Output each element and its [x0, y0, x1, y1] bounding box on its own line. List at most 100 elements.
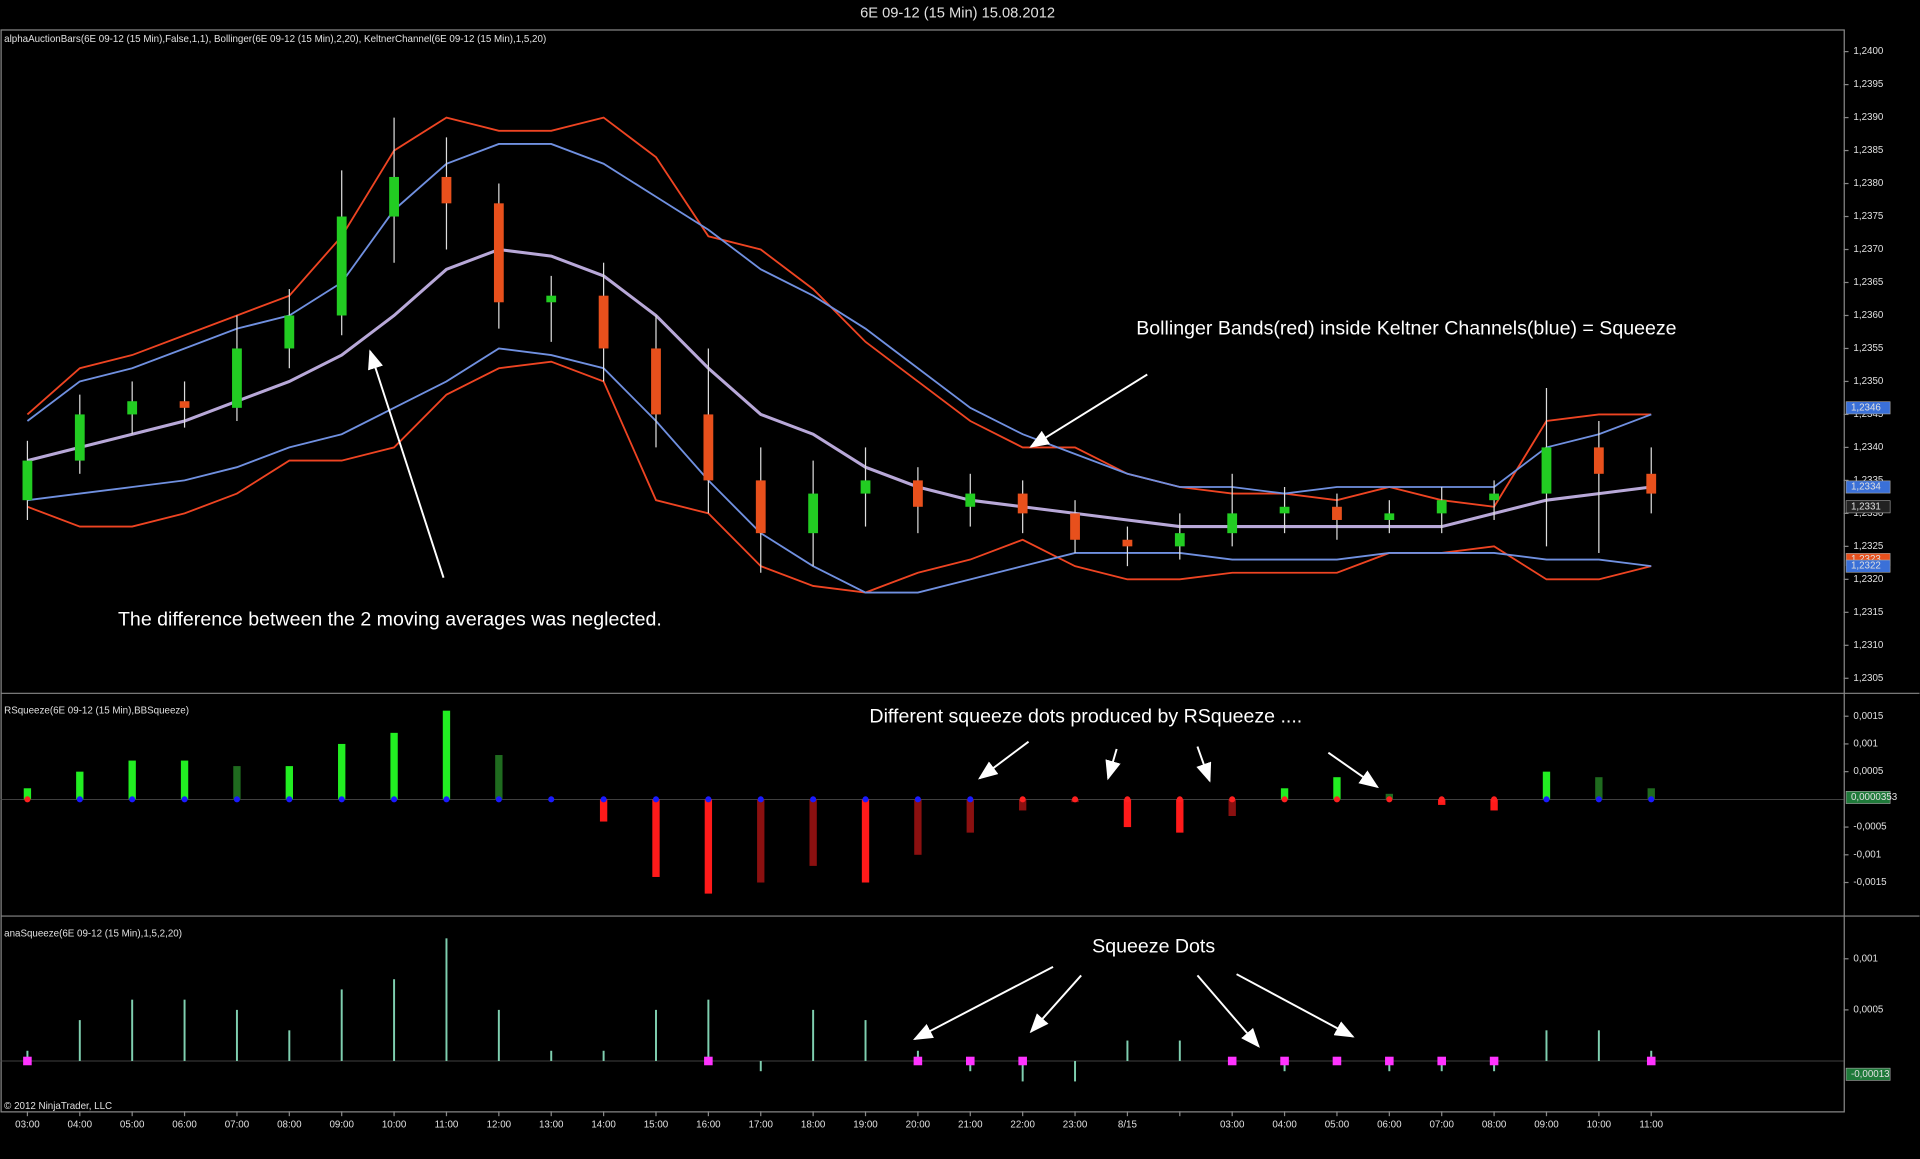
candle-body	[1070, 513, 1080, 540]
x-tick-label: 05:00	[1325, 1119, 1350, 1130]
histogram-bar	[76, 771, 84, 800]
squeeze-dot	[1332, 1056, 1342, 1066]
x-tick-label: 06:00	[1377, 1119, 1402, 1130]
histogram-bar	[757, 799, 765, 883]
candle-body	[389, 176, 399, 217]
x-tick-label: 11:00	[435, 1119, 459, 1130]
price-marker-label: -0,00013	[1851, 1069, 1890, 1080]
squeeze-dot	[1071, 796, 1079, 803]
histogram-bar	[1021, 1060, 1024, 1082]
candle-body	[598, 295, 609, 349]
squeeze-dot	[1280, 1056, 1289, 1066]
annotation: Different squeeze dots produced by RSque…	[869, 705, 1302, 727]
squeeze-dot	[1648, 796, 1655, 803]
x-tick-label: 11:00	[1639, 1119, 1663, 1130]
arrow	[1196, 746, 1212, 783]
candle-body	[913, 480, 923, 507]
x-tick-label: 08:00	[277, 1119, 302, 1130]
squeeze-dot	[286, 796, 293, 803]
x-tick-label: 23:00	[1063, 1119, 1088, 1130]
squeeze-dot	[810, 796, 817, 803]
x-tick-label: 06:00	[172, 1119, 197, 1130]
histogram-bar	[966, 799, 974, 833]
histogram-bar	[445, 938, 448, 1061]
price-marker-label: 0,0000353	[1851, 792, 1898, 803]
x-tick-label: 03:00	[15, 1119, 40, 1130]
candle-body	[1227, 513, 1238, 534]
y-tick-label: 1,2325	[1853, 541, 1883, 552]
histogram-bar	[707, 999, 710, 1061]
footer: © 2012 NinjaTrader, LLC	[4, 1101, 112, 1112]
arrows	[368, 349, 1379, 1048]
histogram-bar	[1333, 777, 1341, 800]
candle-body	[127, 401, 138, 415]
x-tick-label: 04:00	[1272, 1119, 1297, 1130]
histogram-bar	[1018, 799, 1027, 811]
price-marker	[1845, 500, 1891, 514]
y-tick-label: 1,2385	[1853, 145, 1883, 156]
squeeze-dot	[914, 796, 921, 803]
histogram-bar	[914, 799, 922, 855]
histogram-bar	[1176, 799, 1184, 833]
candle-body	[1279, 506, 1290, 514]
histogram-bar	[1283, 1060, 1286, 1072]
plots: 1,23051,23101,23151,23201,23251,23301,23…	[0, 46, 1898, 1130]
x-tick-label: 10:00	[382, 1119, 407, 1130]
histogram-bar	[390, 732, 398, 800]
y-tick-label: -0,0015	[1853, 877, 1887, 888]
squeeze-dot	[548, 796, 555, 803]
histogram-bar	[1228, 799, 1236, 816]
histogram-bar	[1493, 1060, 1496, 1072]
y-tick-label: 1,2400	[1853, 46, 1883, 57]
candle-body	[1436, 500, 1447, 514]
annotation: Bollinger Bands(red) inside Keltner Chan…	[1136, 317, 1676, 339]
price-marker	[1845, 790, 1891, 804]
frame	[0, 29, 1920, 1113]
x-tick-label: 13:00	[539, 1119, 564, 1130]
histogram-bar	[602, 1050, 605, 1061]
y-tick-label: 0,001	[1853, 953, 1877, 964]
y-tick-label: 0,001	[1853, 739, 1877, 750]
candle-body	[651, 348, 661, 415]
candle-body	[1384, 513, 1395, 520]
y-tick-label: 1,2340	[1853, 442, 1883, 453]
histogram-bar	[131, 999, 134, 1061]
price-marker-label: 1,2346	[1851, 402, 1881, 413]
y-tick-label: -0,0005	[1853, 822, 1887, 833]
histogram-bar	[1388, 1060, 1391, 1072]
squeeze-dot	[965, 1056, 975, 1066]
histogram-bar	[861, 799, 870, 883]
squeeze-dot	[129, 796, 136, 803]
panel-label: alphaAuctionBars(6E 09-12 (15 Min),False…	[4, 34, 546, 45]
y-tick-label: 1,2365	[1853, 277, 1883, 288]
y-tick-label: 1,2335	[1853, 475, 1883, 486]
x-tick-label: 04:00	[68, 1119, 93, 1130]
price-marker	[1845, 1067, 1891, 1081]
candle-body	[1541, 447, 1552, 494]
y-tick-label: 1,2395	[1853, 79, 1883, 90]
histogram-bar	[916, 1050, 919, 1061]
candle-body	[1174, 533, 1185, 547]
y-tick-label: 1,2305	[1853, 673, 1883, 684]
y-tick-label: 0,0015	[1853, 711, 1883, 722]
squeeze-dot	[1018, 1056, 1027, 1066]
squeeze-dot	[1281, 796, 1288, 803]
arrow	[1029, 373, 1148, 448]
candle-body	[860, 480, 871, 494]
x-tick-label: 21:00	[958, 1119, 983, 1130]
squeeze-dot	[391, 796, 398, 803]
candle-body	[336, 216, 347, 316]
histogram-bar	[233, 766, 241, 800]
x-tick-label: 03:00	[1220, 1119, 1245, 1130]
histogram-bar	[235, 1009, 238, 1061]
y-tick-label: 1,2370	[1853, 244, 1883, 255]
squeeze-dot	[1386, 796, 1393, 803]
y-tick-label: 1,2375	[1853, 211, 1883, 222]
chart-title: 6E 09-12 (15 Min) 15.08.2012	[860, 5, 1055, 21]
y-tick-label: 1,2315	[1853, 607, 1883, 618]
squeeze-dot	[1595, 796, 1602, 803]
x-tick-label: 18:00	[801, 1119, 826, 1130]
y-tick-label: 1,2390	[1853, 112, 1883, 123]
histogram-bar	[340, 989, 343, 1061]
